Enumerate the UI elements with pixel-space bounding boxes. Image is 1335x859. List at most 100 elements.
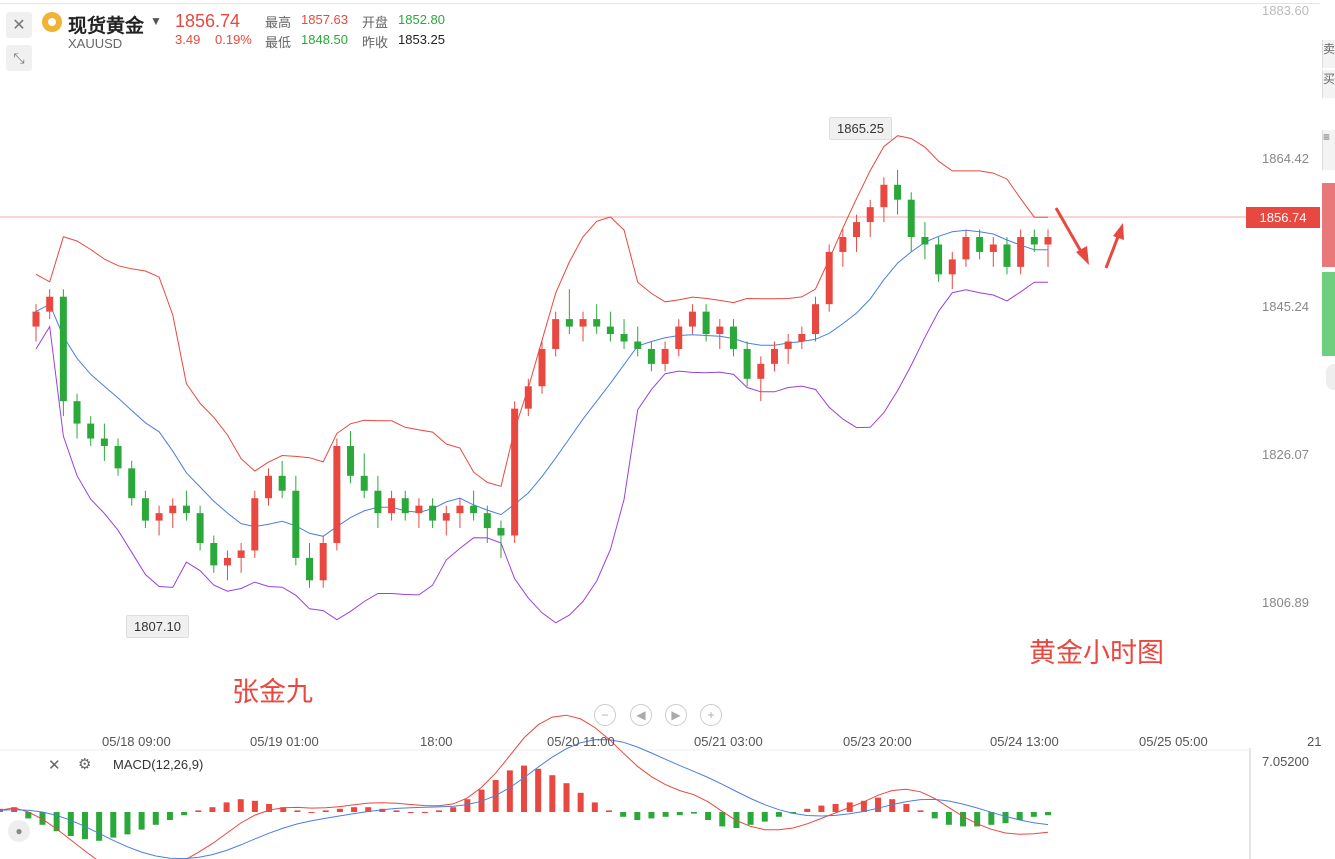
candle-body: [347, 445, 355, 476]
high-value: 1857.63: [301, 12, 348, 27]
candle-body: [32, 311, 40, 327]
candle-body: [976, 237, 984, 252]
candle-body: [388, 498, 396, 514]
macd-bar: [662, 812, 669, 817]
macd-bar: [903, 804, 910, 812]
close-icon[interactable]: ✕: [6, 12, 32, 38]
candle-body: [87, 423, 95, 439]
expand-handle[interactable]: [1326, 364, 1335, 390]
candle-body: [1003, 244, 1011, 267]
candle-body: [429, 505, 437, 521]
candle-body: [237, 550, 245, 558]
macd-histogram: [0, 714, 1051, 859]
candle-body: [812, 304, 820, 335]
candle-body: [182, 505, 190, 514]
macd-bar: [195, 810, 202, 812]
macd-bar: [322, 810, 329, 812]
macd-bar: [421, 812, 428, 813]
macd-bar: [266, 804, 273, 812]
buy-tab[interactable]: 买: [1322, 70, 1335, 98]
candle-body: [552, 319, 560, 349]
down-arrow-icon: [1054, 207, 1089, 265]
macd-bar: [521, 765, 527, 812]
candle-body: [497, 528, 505, 536]
instrument-title[interactable]: 现货黄金: [68, 16, 145, 37]
sell-panel-strip[interactable]: [1322, 183, 1335, 267]
macd-bar: [124, 812, 131, 835]
macd-bar: [1016, 812, 1023, 820]
scroll-left-icon[interactable]: ◀: [630, 704, 652, 726]
macd-bar: [351, 807, 358, 812]
macd-bar: [676, 812, 683, 816]
candle-body: [606, 326, 614, 335]
macd-bar: [308, 812, 315, 813]
macd-bar: [96, 812, 103, 841]
side-menu-icon[interactable]: ≡: [1322, 130, 1335, 170]
lower-band-line: [35, 281, 1048, 624]
macd-bar: [634, 812, 641, 820]
price-tick-3: 1826.07: [1262, 447, 1309, 462]
macd-bar: [620, 812, 627, 817]
macd-bar: [974, 812, 981, 827]
macd-bar: [690, 812, 697, 814]
macd-bar: [549, 775, 556, 812]
candle-body: [962, 237, 970, 260]
macd-bar: [960, 812, 967, 827]
candle-body: [442, 513, 450, 521]
prev-close-value: 1853.25: [398, 32, 445, 47]
macd-settings-icon[interactable]: ⚙: [78, 756, 92, 773]
candle-body: [839, 237, 847, 252]
candle-body: [1030, 237, 1038, 245]
indicator-menu-icon[interactable]: ●: [8, 820, 30, 842]
candle-body: [333, 445, 341, 543]
candle-body: [306, 557, 314, 581]
candle-body: [1017, 237, 1025, 267]
sell-tab[interactable]: 卖: [1322, 40, 1335, 68]
candle-body: [538, 348, 546, 387]
low-label: 最低: [265, 35, 292, 50]
macd-bar: [747, 812, 754, 825]
price-tick-4: 1806.89: [1262, 595, 1309, 610]
candle-body: [593, 319, 601, 327]
prev-close-label: 昨收: [362, 35, 389, 50]
gold-coin-icon: [42, 12, 62, 32]
candle-body: [661, 348, 669, 364]
macd-bar: [1002, 812, 1009, 824]
candle-body: [675, 326, 683, 349]
candle-body: [620, 334, 628, 342]
candle-body: [825, 251, 833, 305]
candle-body: [716, 326, 724, 335]
candle-body: [483, 513, 491, 529]
candle-body: [866, 207, 874, 223]
macd-bar: [945, 812, 952, 825]
low-value: 1848.50: [301, 32, 348, 47]
candle-body: [524, 386, 532, 409]
high-callout: 1865.25: [829, 117, 892, 140]
candle-body: [59, 296, 67, 402]
macd-bar: [1045, 812, 1051, 816]
zoom-in-icon[interactable]: +: [700, 704, 722, 726]
candle-body: [757, 363, 765, 379]
macd-close-icon[interactable]: ✕: [48, 757, 61, 774]
time-label-7: 05/24 13:00: [990, 734, 1059, 749]
macd-bar: [166, 812, 173, 820]
macd-bar: [648, 812, 655, 819]
chevron-down-icon[interactable]: ▼: [150, 14, 162, 28]
candle-body: [251, 498, 259, 551]
collapse-icon[interactable]: ⤡: [6, 45, 32, 71]
macd-bar: [577, 792, 584, 812]
candle-body: [798, 334, 806, 342]
zoom-out-icon[interactable]: −: [594, 704, 616, 726]
macd-bar: [181, 812, 188, 816]
macd-bar: [535, 768, 542, 812]
change-value: 3.49: [175, 32, 201, 47]
scroll-right-icon[interactable]: ▶: [665, 704, 687, 726]
macd-bar: [209, 807, 216, 812]
candle-body: [456, 505, 464, 514]
macd-bar: [365, 807, 372, 812]
buy-panel-strip[interactable]: [1322, 272, 1335, 356]
macd-bar: [280, 807, 287, 812]
time-label-6: 05/23 20:00: [843, 734, 912, 749]
macd-bar: [775, 812, 782, 817]
